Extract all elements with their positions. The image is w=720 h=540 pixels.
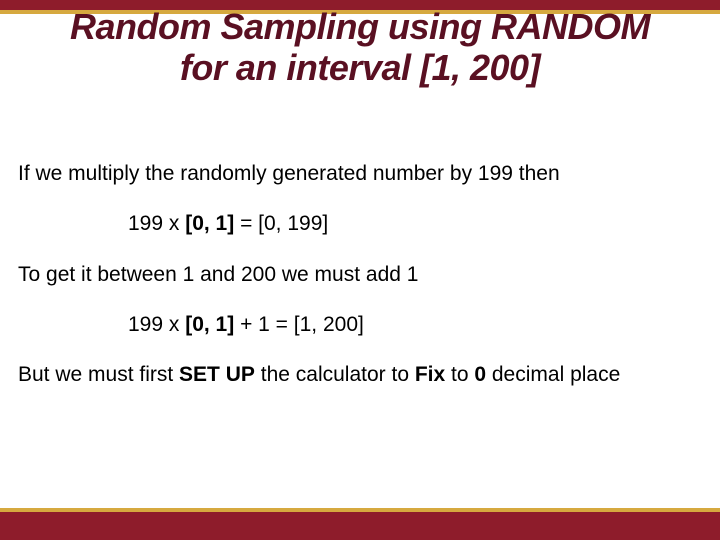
slide: Random Sampling using RANDOM for an inte… xyxy=(0,0,720,540)
title-line-1: Random Sampling using RANDOM xyxy=(70,6,650,47)
p3-a: But we must first xyxy=(18,363,179,386)
p3-d: Fix xyxy=(415,363,445,386)
body-paragraph-1: If we multiply the randomly generated nu… xyxy=(18,160,702,188)
equation-2: 199 x [0, 1] + 1 = [1, 200] xyxy=(18,311,702,339)
eq1-pre: 199 x xyxy=(128,212,185,235)
eq1-bold: [0, 1] xyxy=(185,212,234,235)
title-line-2: for an interval [1, 200] xyxy=(180,47,540,88)
slide-body: If we multiply the randomly generated nu… xyxy=(18,160,702,412)
body-paragraph-2: To get it between 1 and 200 we must add … xyxy=(18,261,702,289)
eq2-post: + 1 = [1, 200] xyxy=(234,313,364,336)
eq2-bold: [0, 1] xyxy=(185,313,234,336)
eq1-post: = [0, 199] xyxy=(234,212,328,235)
p3-g: decimal place xyxy=(486,363,620,386)
body-paragraph-3: But we must first SET UP the calculator … xyxy=(18,361,702,389)
eq2-pre: 199 x xyxy=(128,313,185,336)
p3-f: 0 xyxy=(474,363,486,386)
p3-e: to xyxy=(445,363,474,386)
p3-b: SET UP xyxy=(179,363,255,386)
slide-title: Random Sampling using RANDOM for an inte… xyxy=(8,6,712,89)
p3-c: the calculator to xyxy=(255,363,415,386)
equation-1: 199 x [0, 1] = [0, 199] xyxy=(18,210,702,238)
bottom-band xyxy=(0,512,720,540)
